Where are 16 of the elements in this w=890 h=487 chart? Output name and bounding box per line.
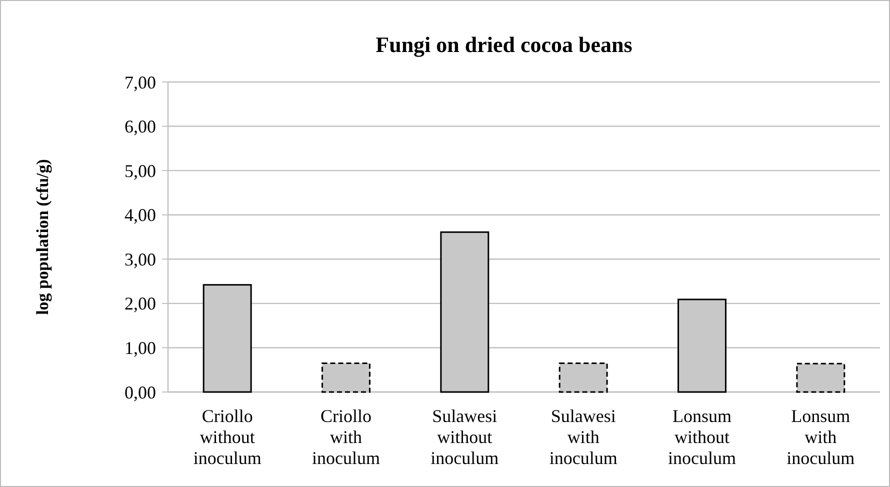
y-tick-label: 6,00 xyxy=(124,116,156,137)
y-tick-label: 0,00 xyxy=(124,382,156,402)
y-tick-label: 5,00 xyxy=(124,160,156,181)
x-tick-label: Sulawesi with inoculum xyxy=(549,406,618,468)
y-tick-label: 3,00 xyxy=(124,249,156,270)
y-tick-label: 7,00 xyxy=(124,72,156,92)
y-tick-label: 4,00 xyxy=(124,205,156,226)
x-tick-label: Criollo without inoculum xyxy=(193,406,262,468)
x-tick-label: Sulawesi without inoculum xyxy=(430,406,499,468)
x-tick-label: Criollo with inoculum xyxy=(312,406,380,468)
chart-title: Fungi on dried cocoa beans xyxy=(376,32,633,57)
y-tick-label: 2,00 xyxy=(124,294,156,314)
x-tick-label: Lonsum without inoculum xyxy=(668,406,736,468)
y-axis-title: log population (cfu/g) xyxy=(33,159,52,315)
x-tick-label: Lonsum with inoculum xyxy=(786,406,855,468)
y-tick-label: 1,00 xyxy=(124,338,156,358)
